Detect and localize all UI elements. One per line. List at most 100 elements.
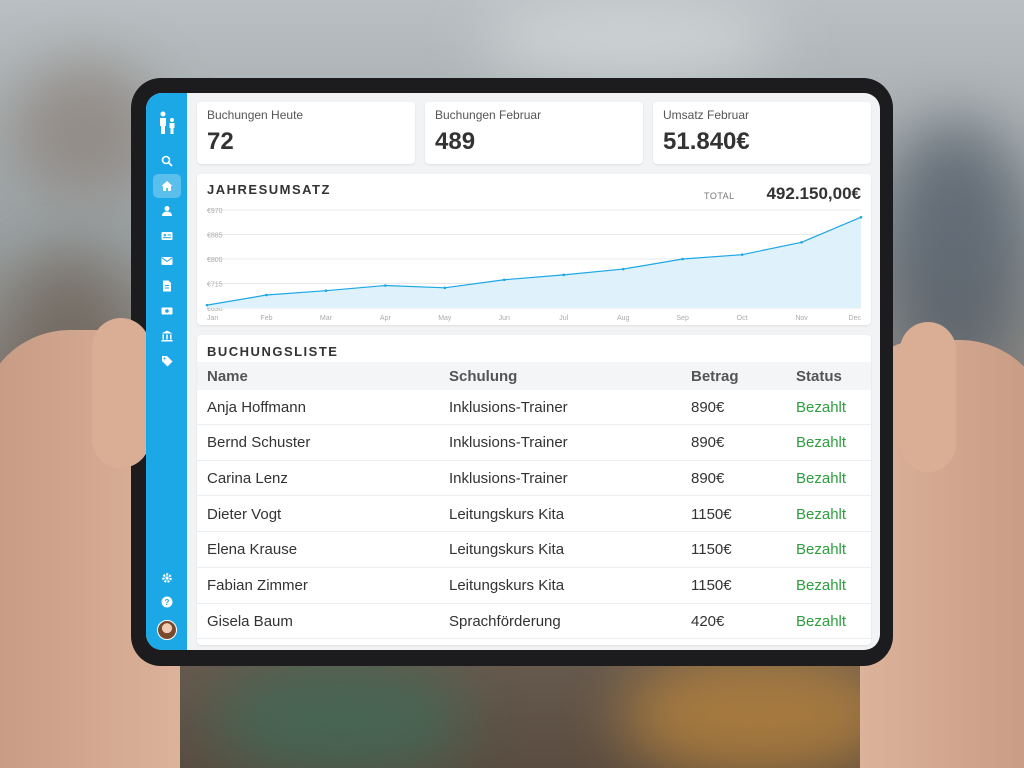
family-icon[interactable] [156,111,178,135]
cell-amount: 890€ [691,398,725,416]
x-tick-label: Oct [737,315,748,322]
series-line [206,216,862,306]
data-point [502,278,506,282]
stat-label: Umsatz Februar [663,108,750,122]
sidebar-item-tag[interactable] [153,349,181,373]
document-icon [162,280,171,292]
data-point [621,267,625,271]
sidebar-item-search[interactable] [153,149,181,173]
cell-status: Bezahlt [796,577,847,594]
data-point [205,303,209,307]
table-row[interactable]: Bernd Schuster Inklusions-Trainer 890€ Beza… [197,426,871,461]
data-point [384,284,387,287]
column-header-name[interactable]: Name [207,367,248,385]
sidebar: ? [146,93,187,650]
cell-name: Carina Lenz [207,469,288,487]
data-point [324,289,328,293]
column-header-course[interactable]: Schulung [449,367,518,385]
y-tick-label: €800 [207,257,223,264]
sidebar-bottom: ? [146,572,187,640]
table-row[interactable]: Fabian Zimmer Leitungskurs Kita 1150€ Bezah… [197,569,871,604]
cell-name: Elena Krause [207,541,298,559]
table-row[interactable]: Anja Hoffmann Inklusions-Trainer 890€ Bezah… [197,390,871,425]
sidebar-item-bank[interactable] [153,324,181,348]
cell-course: Sprachförderung [449,612,561,630]
data-point [265,293,268,297]
x-tick-label: Nov [795,315,808,322]
sidebar-nav [152,149,181,374]
table-row[interactable]: Carina Lenz Inklusions-Trainer 890€ Bezahlt [197,461,871,497]
stat-label: Buchungen Februar [435,108,542,122]
sidebar-item-money[interactable] [153,299,181,323]
cell-course: Inklusions-Trainer [449,398,568,416]
cell-amount: 1150€ [691,577,732,594]
gear-icon[interactable] [161,572,173,584]
sidebar-item-mail[interactable] [153,249,181,273]
user-icon [161,206,172,216]
data-point [740,253,744,256]
cell-name: Anja Hoffmann [207,398,306,416]
y-tick-label: €630 [207,306,223,313]
table-header: Name Schulung Betrag Status [197,362,871,390]
column-header-amount[interactable]: Betrag [691,367,739,385]
data-point [859,215,863,219]
avatar[interactable] [156,620,177,640]
background-blur [480,0,780,80]
y-tick-label: €970 [207,208,223,215]
cell-name: Bernd Schuster [207,434,311,452]
data-point [562,273,566,277]
x-tick-label: Dec [849,315,862,322]
help-icon[interactable]: ? [161,596,173,608]
stat-value: 489 [435,128,476,155]
data-point [681,257,684,261]
cell-status: Bezahlt [796,469,847,487]
sidebar-item-document[interactable] [153,274,181,298]
revenue-chart: €630 €715 €800 €885 €970 Jan Feb Mar Apr May Jun Ju… [205,208,863,322]
x-tick-label: Jan [207,315,218,322]
stat-card-bookings-february: Buchungen Februar 489 [425,102,643,164]
x-tick-label: Sep [676,315,689,322]
bank-icon [161,330,172,342]
stat-value: 51.840€ [663,128,750,155]
data-point [443,286,447,290]
x-tick-label: Aug [617,315,630,322]
stat-cards: Buchungen Heute 72 Buchungen Februar 489… [197,102,871,164]
background-blur [210,660,470,768]
y-tick-label: €885 [207,233,223,240]
stat-card-revenue-february: Umsatz Februar 51.840€ [653,102,871,164]
cell-status: Bezahlt [796,505,847,523]
money-icon [161,307,172,315]
sidebar-item-home[interactable] [152,174,181,198]
left-thumb [92,318,150,468]
cell-status: Bezahlt [796,541,847,559]
chart-title: JAHRESUMSATZ [207,182,331,197]
cell-amount: 1150€ [691,505,732,523]
data-point [800,240,803,244]
table-row[interactable]: Gisela Baum Sprachförderung 420€ Bezahlt [197,604,871,640]
table-row[interactable]: Dieter Vogt Leitungskurs Kita 1150€ Bezahlt [197,497,871,533]
bookings-table-panel: BUCHUNGSLISTE Name Schulung Betrag Statu… [197,335,871,645]
cell-status: Bezahlt [796,434,847,452]
stat-card-bookings-today: Buchungen Heute 72 [197,102,415,164]
sidebar-item-user[interactable] [153,199,181,223]
cell-status: Bezahlt [796,398,847,416]
table-title: BUCHUNGSLISTE [207,344,339,359]
cell-amount: 890€ [691,469,725,487]
table-row[interactable]: Elena Krause Leitungskurs Kita 1150€ Bezahl… [197,533,871,568]
x-tick-label: Jul [559,315,568,322]
cell-course: Leitungskurs Kita [449,505,565,523]
area-fill [207,217,861,308]
cell-course: Inklusions-Trainer [449,434,568,452]
svg-text:?: ? [164,598,169,607]
id-card-icon [161,232,172,240]
sidebar-item-id-card[interactable] [153,224,181,248]
stat-value: 72 [207,128,234,155]
revenue-chart-panel: JAHRESUMSATZ TOTAL 492.150,00€ €630 €715 €… [197,174,871,325]
cell-course: Inklusions-Trainer [449,469,568,487]
column-header-status[interactable]: Status [796,367,842,385]
cell-name: Gisela Baum [207,612,293,630]
x-tick-label: May [438,315,452,322]
x-tick-label: Mar [320,315,333,322]
main-content: Buchungen Heute 72 Buchungen Februar 489… [197,102,871,645]
background-blur [620,650,900,768]
